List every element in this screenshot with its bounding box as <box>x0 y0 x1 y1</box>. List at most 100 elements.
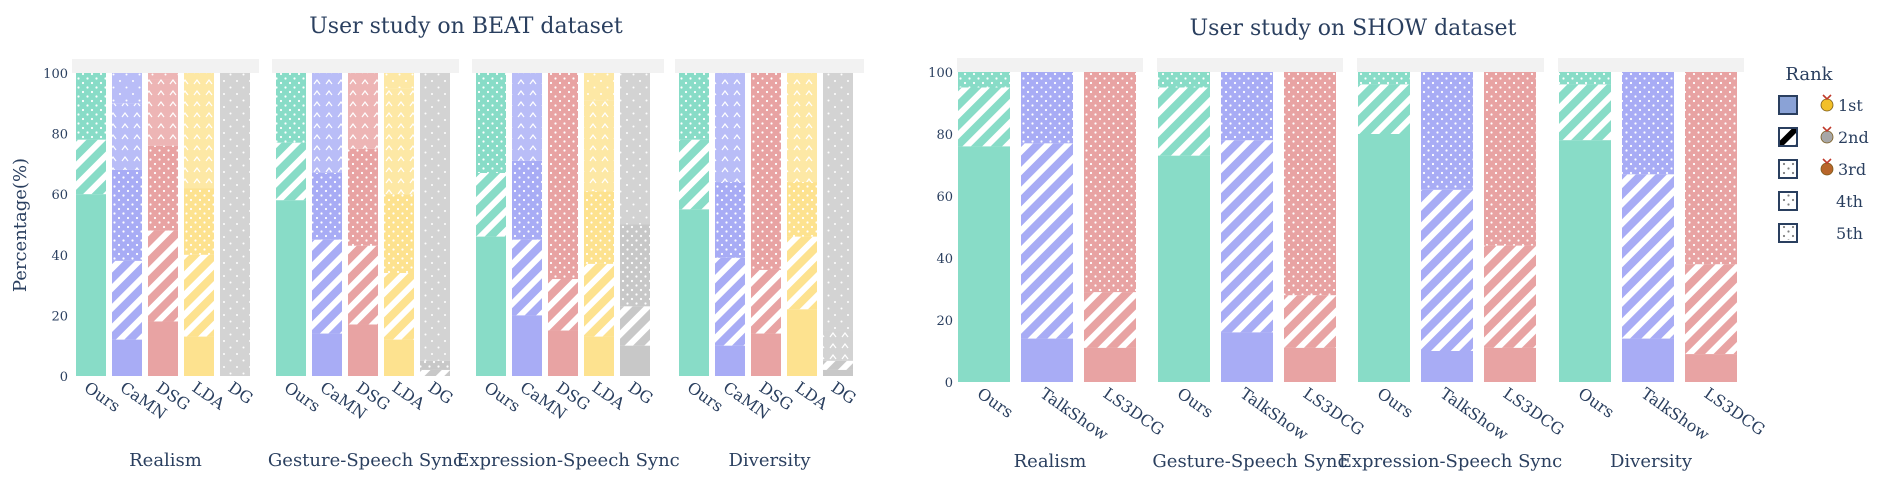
legend-title: Rank <box>1785 64 1833 85</box>
bar-segment-ours-rank-3 <box>76 73 106 140</box>
bar-segment-dsg-rank-2 <box>348 245 378 325</box>
bar-segment-ours-rank-3 <box>958 72 1010 88</box>
bar-segment-camn-rank-1 <box>715 345 745 376</box>
x-tick-label-ours: Ours <box>684 378 727 416</box>
bar-segment-talkshow-rank-3 <box>1622 72 1674 175</box>
bar-segment-dsg-rank-1 <box>148 321 178 376</box>
bar-segment-lda-rank-1 <box>184 336 214 376</box>
y-tick-label: 40 <box>51 249 68 264</box>
legend-swatch-rank-1 <box>1778 95 1798 115</box>
panel-title-diversity: Diversity <box>1610 451 1693 472</box>
bar-segment-dsg-rank-4 <box>348 73 378 149</box>
bar-segment-ls3dcg-rank-1 <box>1084 347 1136 382</box>
legend-swatch-pattern <box>1781 162 1795 176</box>
bar-segment-camn-rank-1 <box>512 315 542 376</box>
bar-segment-camn-rank-2 <box>112 260 142 340</box>
y-tick-label: 80 <box>51 128 68 143</box>
bar-segment-ls3dcg-rank-1 <box>1685 354 1737 382</box>
legend-label-rank-3: 3rd <box>1838 160 1866 179</box>
bar-segment-lda-rank-5 <box>584 73 614 101</box>
bar-segment-ls3dcg-rank-3 <box>1685 72 1737 265</box>
bar-segment-talkshow-rank-2 <box>1622 174 1674 339</box>
bar-segment-ls3dcg-rank-1 <box>1284 347 1336 382</box>
legend-label-rank-4: 4th <box>1836 192 1863 211</box>
bar-segment-ours-rank-2 <box>276 142 306 201</box>
bar-segment-ours-rank-2 <box>476 172 506 237</box>
y-tick-label: 40 <box>936 252 953 267</box>
medal-ribbon-icon <box>1822 158 1832 165</box>
bar-segment-ours-rank-3 <box>1158 72 1210 88</box>
x-tick-label-talkshow: TalkShow <box>1037 384 1112 445</box>
bar-segment-dg-rank-2 <box>823 360 853 370</box>
bar-segment-lda-rank-4 <box>787 73 817 183</box>
bar-segment-dsg-rank-3 <box>751 73 781 270</box>
x-tick-label-ours: Ours <box>281 378 324 416</box>
x-tick-label-talkshow: TalkShow <box>1237 384 1312 445</box>
panel-title-realism: Realism <box>1014 451 1087 472</box>
bar-segment-dg-rank-2 <box>620 306 650 346</box>
panel-title-diversity: Diversity <box>728 450 811 471</box>
bar-segment-ours-rank-1 <box>1559 140 1611 382</box>
x-tick-label-ours: Ours <box>481 378 524 416</box>
bar-segment-lda-rank-4 <box>584 100 614 192</box>
bar-segment-dg-rank-5 <box>220 73 250 376</box>
bar-segment-lda-rank-3 <box>184 188 214 255</box>
chart-title-1: User study on SHOW dataset <box>1190 16 1517 41</box>
bar-segment-ls3dcg-rank-3 <box>1284 72 1336 296</box>
bar-segment-camn-rank-3 <box>715 182 745 258</box>
bar-segment-ls3dcg-rank-2 <box>1084 292 1136 348</box>
bar-segment-lda-rank-2 <box>787 236 817 310</box>
legend-swatch-rank-2 <box>1778 127 1798 147</box>
bar-segment-talkshow-rank-3 <box>1021 72 1073 144</box>
bar-segment-talkshow-rank-2 <box>1221 140 1273 333</box>
bar-segment-lda-rank-1 <box>584 336 614 376</box>
bar-segment-lda-rank-1 <box>787 309 817 376</box>
bar-segment-dsg-rank-3 <box>348 148 378 246</box>
y-tick-label: 20 <box>936 314 953 329</box>
bar-segment-lda-rank-2 <box>584 263 614 337</box>
x-tick-label-dg: DG <box>425 378 457 408</box>
bar-segment-ours-rank-3 <box>679 73 709 140</box>
bar-segment-ours-rank-2 <box>1559 84 1611 141</box>
bar-segment-ls3dcg-rank-3 <box>1084 72 1136 293</box>
x-tick-label-ours: Ours <box>1374 384 1417 422</box>
bar-segment-ls3dcg-rank-2 <box>1685 264 1737 355</box>
bar-segment-ours-rank-1 <box>1158 155 1210 382</box>
x-tick-label-lda: LDA <box>792 378 832 414</box>
bar-segment-ours-rank-2 <box>1358 84 1410 134</box>
panel-title-gesture-speech-sync: Gesture-Speech Sync <box>268 450 463 471</box>
x-tick-label-ours: Ours <box>1174 384 1217 422</box>
bar-segment-camn-rank-4 <box>512 73 542 161</box>
bar-segment-lda-rank-4 <box>384 88 414 195</box>
bar-segment-ours-rank-1 <box>476 236 506 376</box>
bar-segment-ours-rank-2 <box>679 139 709 210</box>
bar-segment-talkshow-rank-1 <box>1221 332 1273 382</box>
bar-segment-ours-rank-3 <box>1358 72 1410 85</box>
bar-segment-dsg-rank-1 <box>548 330 578 376</box>
legend-label-rank-5: 5th <box>1836 224 1863 243</box>
bar-segment-dg-rank-5 <box>620 73 650 225</box>
panel-title-expression-speech-sync: Expression-Speech Sync <box>456 450 680 471</box>
x-tick-label-lda: LDA <box>589 378 629 414</box>
bar-segment-camn-rank-3 <box>512 160 542 240</box>
bar-segment-camn-rank-2 <box>512 239 542 316</box>
bar-segment-talkshow-rank-2 <box>1421 189 1473 351</box>
bar-segment-ours-rank-2 <box>1158 87 1210 156</box>
bar-segment-ls3dcg-rank-1 <box>1484 347 1536 382</box>
bar-segment-lda-rank-3 <box>787 182 817 237</box>
bar-segment-talkshow-rank-2 <box>1021 143 1073 339</box>
bar-segment-lda-rank-2 <box>384 272 414 340</box>
bar-segment-ours-rank-3 <box>476 73 506 173</box>
y-axis-label: Percentage(%) <box>10 158 31 292</box>
bar-segment-dg-rank-1 <box>620 345 650 376</box>
legend-swatch-pattern <box>1781 194 1795 208</box>
bar-segment-camn-rank-4 <box>312 73 342 173</box>
bar-segment-camn-rank-3 <box>112 169 142 261</box>
bar-segment-lda-rank-2 <box>184 254 214 337</box>
bar-segment-dsg-rank-1 <box>348 324 378 376</box>
bar-segment-ours-rank-1 <box>76 194 106 376</box>
bar-segment-dsg-rank-4 <box>148 79 178 146</box>
y-tick-label: 80 <box>936 128 953 143</box>
legend-label-rank-2: 2nd <box>1838 128 1869 147</box>
